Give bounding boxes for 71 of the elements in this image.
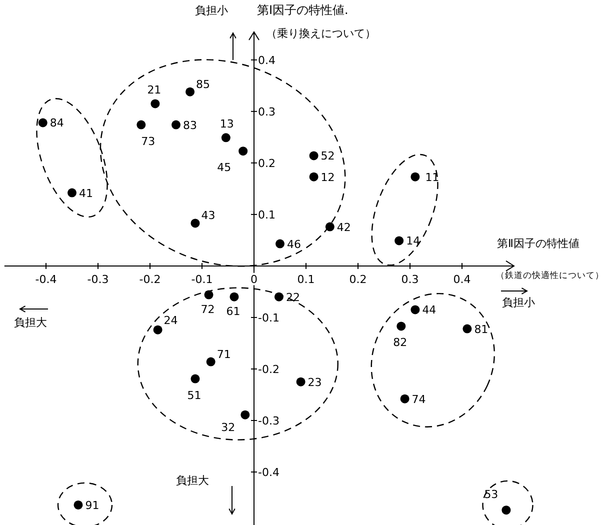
annotation: 22 — [286, 290, 300, 304]
point — [240, 410, 250, 420]
annotation: 負担小 — [502, 296, 535, 309]
x-tick-label: -0.1 — [191, 272, 213, 286]
y-tick-label: 0.1 — [258, 208, 276, 222]
point — [400, 394, 410, 404]
annotation: 41 — [79, 186, 93, 200]
point — [502, 506, 511, 515]
annotation: 13 — [220, 118, 234, 131]
annotation: 45 — [217, 161, 232, 174]
annotation: 72 — [200, 302, 215, 316]
annotation: 84 — [50, 116, 64, 130]
point — [462, 324, 472, 334]
point — [38, 118, 48, 128]
annotation: （乗り換えについて） — [266, 27, 376, 40]
annotation: 61 — [226, 304, 240, 318]
annotation: （鉄道の快適性について） — [496, 270, 604, 281]
annotation: 83 — [183, 118, 197, 132]
annotation: 91 — [85, 498, 100, 512]
y-tick-label: 0.4 — [258, 54, 276, 67]
annotation: 73 — [141, 134, 156, 148]
annotation: 44 — [422, 304, 436, 317]
annotation: 53 — [484, 488, 498, 502]
x-tick-label: -0.2 — [139, 272, 161, 286]
x-tick-label: 0.4 — [453, 272, 471, 286]
annotation: 11 — [425, 170, 440, 184]
annotation: 85 — [196, 78, 210, 91]
y-axis-title: 第Ⅰ因子の特性値. — [257, 3, 348, 17]
annotation: 81 — [474, 322, 488, 336]
point — [394, 236, 404, 246]
point — [204, 290, 214, 300]
y-tick-label: -0.3 — [258, 414, 280, 428]
y-tick-label: -0.1 — [258, 311, 280, 324]
annotation: 52 — [320, 150, 335, 163]
x-tick-label: 0.3 — [401, 272, 419, 286]
point — [68, 188, 76, 198]
x-tick-label: 0.2 — [349, 272, 367, 286]
y-tick-label: -0.4 — [258, 466, 280, 479]
annotation: 42 — [336, 220, 351, 234]
x-axis-title: 第Ⅱ因子の特性値 — [497, 237, 580, 250]
annotation: 負担大 — [14, 316, 47, 329]
annotation: 23 — [308, 376, 322, 389]
point — [230, 292, 239, 302]
y-tick-label: -0.2 — [258, 362, 280, 376]
annotation: 74 — [412, 392, 426, 406]
point — [206, 357, 216, 366]
annotation: 12 — [320, 170, 335, 184]
annotation: 32 — [221, 420, 236, 434]
y-tick-label: 0.3 — [258, 105, 276, 118]
point — [396, 322, 406, 331]
point — [274, 292, 284, 302]
point — [410, 172, 420, 182]
annotation: 負担大 — [176, 474, 209, 487]
point — [190, 374, 200, 384]
annotation: 24 — [164, 314, 178, 327]
x-tick-label: 0.1 — [297, 272, 315, 286]
point — [410, 305, 420, 314]
x-tick-label: -0.4 — [35, 272, 57, 286]
annotation: 43 — [201, 209, 216, 222]
text: 負担小 — [195, 4, 228, 17]
annotation: 71 — [216, 348, 231, 361]
point — [296, 377, 306, 386]
y-tick-label: 0.2 — [258, 156, 276, 170]
annotation: 14 — [406, 234, 420, 248]
annotation: 51 — [187, 388, 202, 402]
x-tick-label: -0.3 — [87, 272, 109, 286]
annotation: 46 — [287, 238, 301, 251]
point — [74, 500, 83, 510]
annotation: 82 — [393, 336, 408, 350]
annotation: 21 — [147, 84, 162, 97]
point — [153, 325, 162, 334]
